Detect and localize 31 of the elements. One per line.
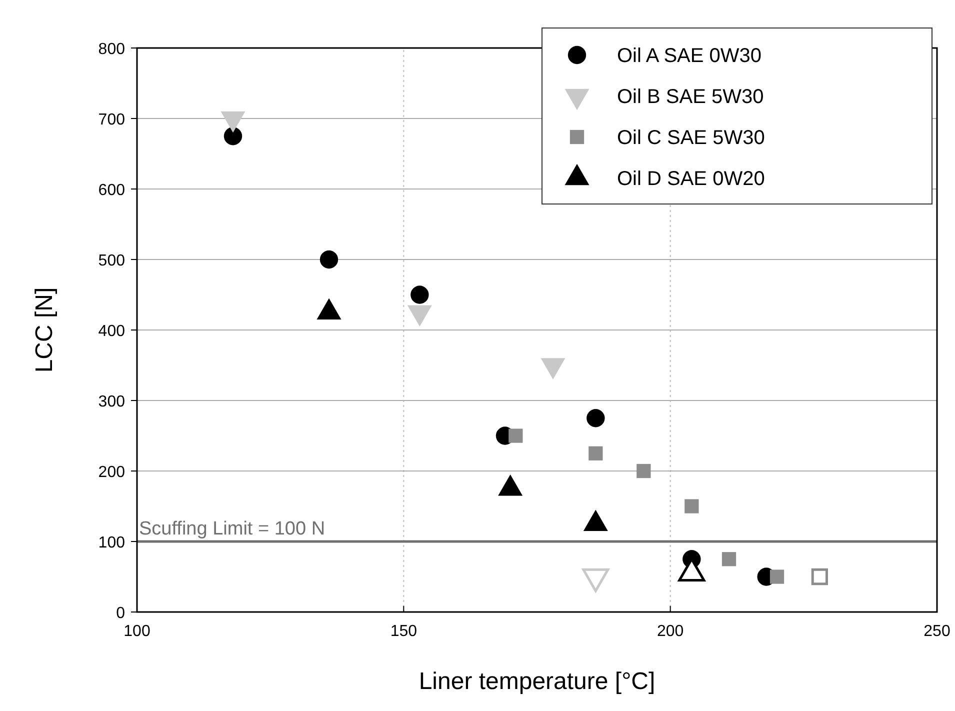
legend-label: Oil C SAE 5W30 xyxy=(617,127,765,149)
point xyxy=(586,409,605,428)
legend-label: Oil B SAE 5W30 xyxy=(617,86,764,108)
point xyxy=(722,552,736,566)
x-tick-label: 100 xyxy=(124,623,150,640)
point xyxy=(224,127,242,146)
point xyxy=(770,570,784,584)
point xyxy=(588,446,603,460)
x-tick-label: 150 xyxy=(390,623,418,640)
point xyxy=(320,250,338,269)
x-axis-title: Liner temperature [°C] xyxy=(418,668,656,695)
y-tick-label: 300 xyxy=(98,394,126,410)
point xyxy=(508,428,523,443)
y-tick-label: 800 xyxy=(98,41,126,58)
legend-label: Oil A SAE 0W30 xyxy=(617,45,762,67)
y-tick-label: 400 xyxy=(98,323,126,340)
legend-label: Oil D SAE 0W20 xyxy=(617,168,765,190)
y-axis-title: LCC [N] xyxy=(31,287,58,373)
point xyxy=(410,286,429,304)
y-tick-label: 700 xyxy=(98,112,126,128)
y-tick-label: 100 xyxy=(98,534,126,552)
y-tick-label: 0 xyxy=(116,605,126,622)
y-tick-label: 600 xyxy=(98,182,126,199)
x-tick-label: 250 xyxy=(924,623,950,640)
x-tick-label: 200 xyxy=(656,623,684,640)
ref-line-label: Scuffing Limit = 100 N xyxy=(139,518,326,540)
y-tick-label: 200 xyxy=(98,464,126,481)
point xyxy=(636,464,651,478)
point xyxy=(684,499,699,514)
point xyxy=(811,568,828,586)
y-tick-label: 500 xyxy=(98,252,126,270)
